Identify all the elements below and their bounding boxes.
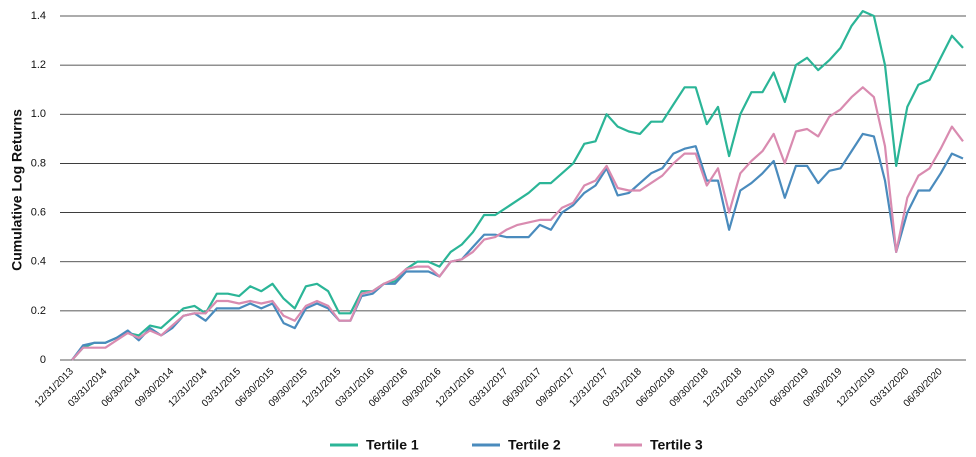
y-tick-label: 1.0 (31, 108, 46, 120)
y-tick-label: 1.2 (31, 59, 46, 71)
legend-label: Tertile 3 (650, 437, 703, 453)
y-tick-label: 0.2 (31, 305, 46, 317)
legend-label: Tertile 2 (508, 437, 561, 453)
legend-label: Tertile 1 (366, 437, 419, 453)
y-tick-label: 0 (40, 354, 46, 366)
y-axis-label: Cumulative Log Returns (9, 109, 25, 271)
y-tick-label: 0.6 (31, 206, 46, 218)
series-line (71, 132, 964, 361)
y-tick-label: 1.4 (31, 10, 46, 22)
y-tick-label: 0.8 (31, 157, 46, 169)
series-line (71, 86, 964, 361)
series-line (71, 10, 964, 361)
y-tick-label: 0.4 (31, 256, 46, 268)
